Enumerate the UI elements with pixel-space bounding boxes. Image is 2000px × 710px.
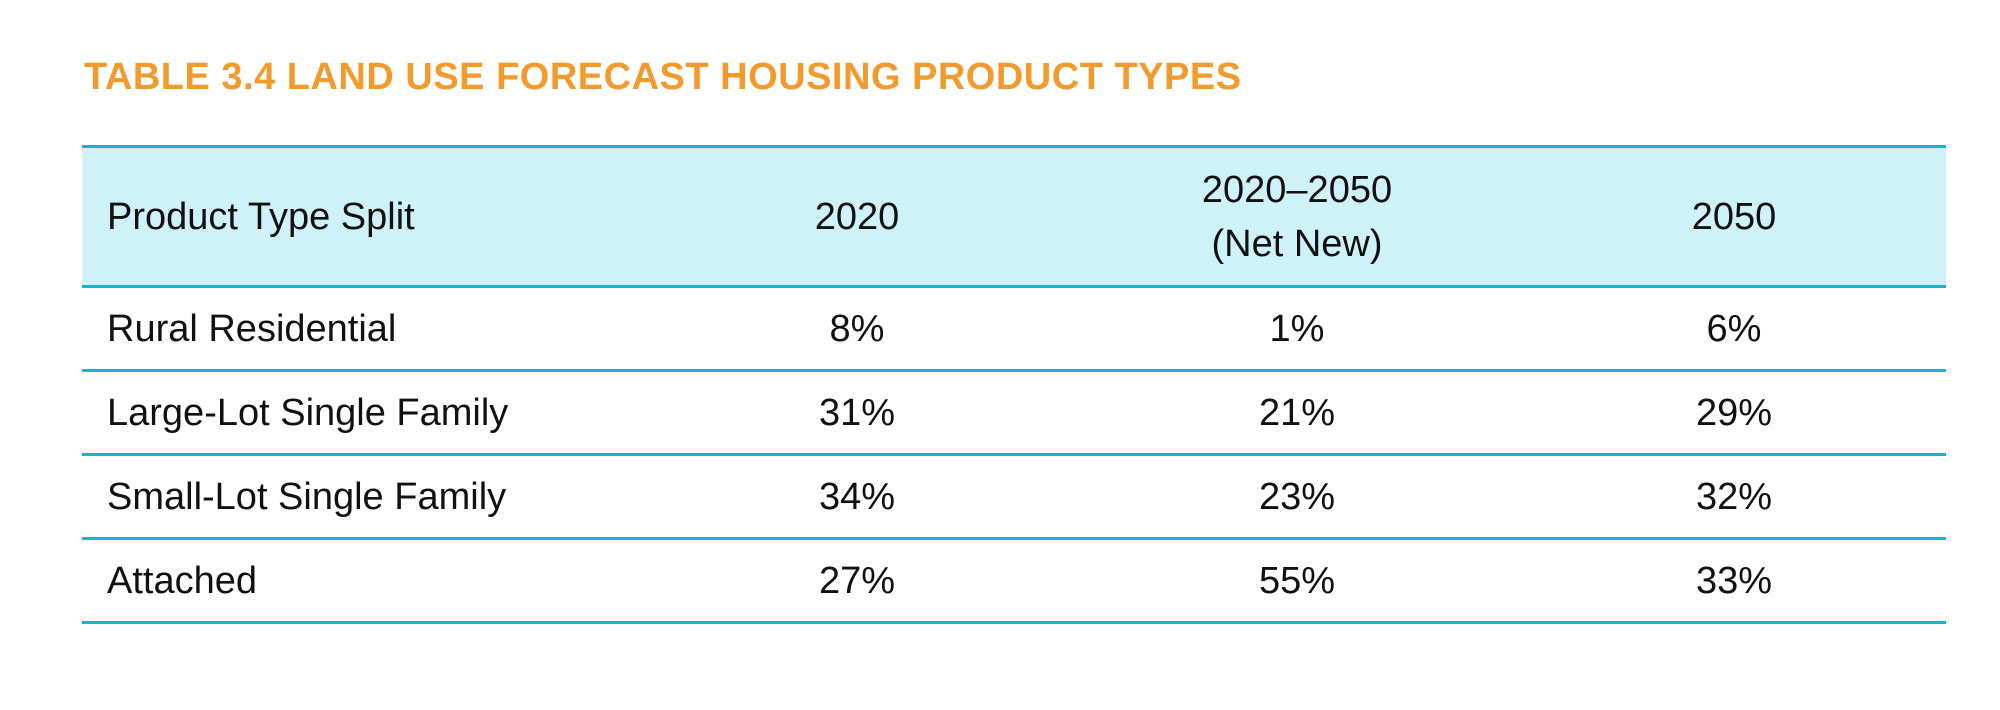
cell-2020: 27% xyxy=(818,559,896,602)
table-row: Small-Lot Single Family 34% 23% 32% xyxy=(82,456,1946,540)
table-row: Large-Lot Single Family 31% 21% 29% xyxy=(82,372,1946,456)
header-2020-2050-label: 2020–2050 xyxy=(1201,168,1393,211)
cell-2020-2050: 23% xyxy=(1258,475,1336,518)
cell-2020: 31% xyxy=(818,391,896,434)
housing-product-table: Product Type Split 2020 2020–2050 (Net N… xyxy=(82,145,1946,624)
cell-2020-2050: 1% xyxy=(1269,307,1325,350)
table-header-row: Product Type Split 2020 2020–2050 (Net N… xyxy=(82,145,1946,288)
table-title: TABLE 3.4 LAND USE FORECAST HOUSING PROD… xyxy=(84,56,1242,98)
header-2020: 2020 xyxy=(814,195,900,238)
cell-2050: 29% xyxy=(1695,391,1773,434)
header-product-type: Product Type Split xyxy=(107,195,415,238)
header-2050: 2050 xyxy=(1691,195,1777,238)
table-row: Attached 27% 55% 33% xyxy=(82,540,1946,624)
row-label: Small-Lot Single Family xyxy=(107,475,507,518)
cell-2020: 8% xyxy=(829,307,885,350)
row-label: Large-Lot Single Family xyxy=(107,391,509,434)
header-2020-2050: 2020–2050 (Net New) xyxy=(1072,163,1522,271)
header-net-new-label: (Net New) xyxy=(1211,222,1383,265)
cell-2020-2050: 21% xyxy=(1258,391,1336,434)
row-label: Attached xyxy=(107,559,257,602)
cell-2020: 34% xyxy=(818,475,896,518)
row-label: Rural Residential xyxy=(107,307,397,350)
cell-2050: 32% xyxy=(1695,475,1773,518)
table-row: Rural Residential 8% 1% 6% xyxy=(82,288,1946,372)
cell-2050: 6% xyxy=(1706,307,1762,350)
cell-2050: 33% xyxy=(1695,559,1773,602)
cell-2020-2050: 55% xyxy=(1258,559,1336,602)
